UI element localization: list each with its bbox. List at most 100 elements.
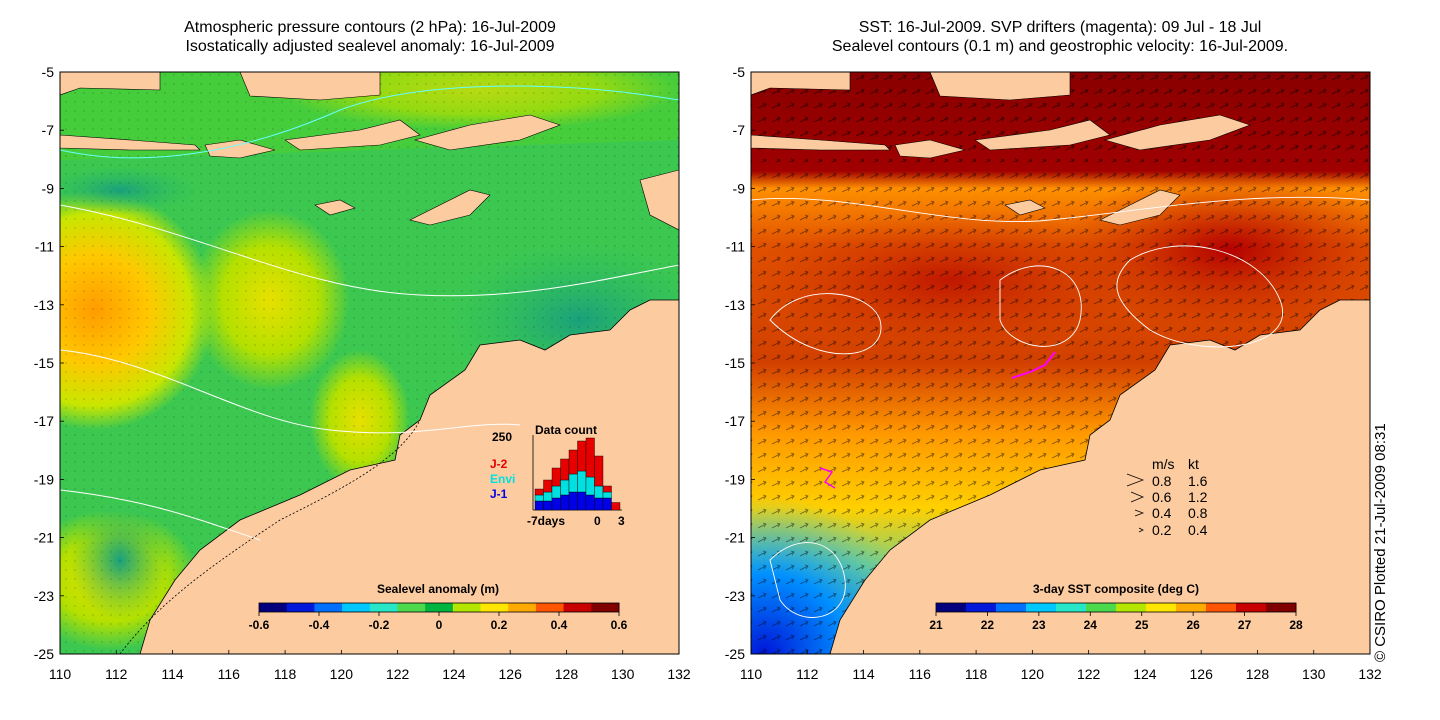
colorbar-swatch bbox=[591, 603, 620, 612]
left-colorbar: Sealevel anomaly (m) -0.6 -0.4 -0.2 0 0.2 0.4… bbox=[249, 582, 628, 632]
histogram-bar-envi bbox=[594, 485, 604, 499]
histogram-bar-j-2 bbox=[560, 458, 570, 481]
histogram-bar-j-2 bbox=[568, 449, 578, 475]
right-colorbar-ticks: 21 22 23 24 25 26 27 28 bbox=[929, 612, 1303, 632]
histogram-bar-envi bbox=[577, 470, 587, 493]
colorbar-swatch bbox=[1086, 603, 1117, 612]
x-axis-tick-label: 126 bbox=[499, 666, 523, 682]
x-axis-tick-label: 114 bbox=[161, 666, 184, 682]
y-axis-tick-label: -23 bbox=[725, 588, 745, 604]
colorbar-swatch bbox=[286, 603, 315, 612]
y-axis-tick-label: -11 bbox=[726, 239, 745, 255]
colorbar-swatch bbox=[369, 603, 398, 612]
right-colorbar-frame bbox=[935, 602, 1297, 613]
colorbar-tick-label: 28 bbox=[1289, 618, 1303, 632]
right-title-line2: Sealevel contours (0.1 m) and geostrophi… bbox=[831, 38, 1289, 55]
histogram-bar-j-1 bbox=[551, 497, 561, 511]
y-axis-tick-label: -11 bbox=[35, 239, 54, 255]
velocity-kt-value: 1.2 bbox=[1188, 489, 1208, 505]
left-map-title: Atmospheric pressure contours (2 hPa): 1… bbox=[60, 18, 680, 56]
x-axis-tick-label: 110 bbox=[49, 666, 72, 682]
histogram-bar-j-1 bbox=[602, 497, 612, 511]
right-island-sulawesi-south bbox=[929, 72, 1071, 101]
y-axis-tick-label: -25 bbox=[34, 646, 54, 662]
left-island-sumba bbox=[314, 199, 356, 216]
right-sealevel-contour-5 bbox=[751, 196, 1370, 223]
x-axis-tick-label: 130 bbox=[611, 666, 635, 682]
left-island-north bbox=[60, 72, 161, 96]
histogram-bar-j-2 bbox=[551, 467, 561, 487]
right-island-java bbox=[751, 134, 891, 151]
colorbar-tick-label: -0.6 bbox=[249, 618, 270, 632]
colorbar-swatch bbox=[342, 603, 371, 612]
y-axis-tick-label: -25 bbox=[725, 646, 745, 662]
legend-envi: Envi bbox=[490, 472, 515, 486]
colorbar-tick-label: 0.2 bbox=[491, 618, 508, 632]
right-island-timor bbox=[1099, 189, 1181, 226]
x-axis-tick-label: 126 bbox=[1190, 666, 1214, 682]
left-shelf-edge bbox=[119, 419, 421, 654]
right-island-bali-lombok bbox=[894, 139, 966, 159]
y-axis-tick-label: -9 bbox=[733, 180, 746, 196]
left-pressure-contour-2 bbox=[60, 349, 521, 434]
inset-xlabel-mid: 0 bbox=[594, 514, 601, 528]
inset-xlabel-right: 3 bbox=[618, 514, 625, 528]
colorbar-swatch bbox=[966, 603, 997, 612]
right-island-sumba bbox=[1004, 199, 1046, 216]
data-count-inset: Data count 250 J-2 Envi J-1 -7days 0 3 bbox=[490, 420, 640, 535]
histogram-bar-j-2 bbox=[611, 502, 621, 511]
inset-title: Data count bbox=[535, 423, 597, 437]
x-axis-tick-label: 124 bbox=[442, 666, 466, 682]
y-axis-tick-label: -19 bbox=[725, 471, 745, 487]
colorbar-swatch bbox=[452, 603, 482, 612]
right-colorbar: 3-day SST composite (deg C) 21 22 23 24 25 26… bbox=[929, 582, 1303, 632]
histogram-bar-j-1 bbox=[585, 494, 595, 511]
colorbar-swatch bbox=[1056, 603, 1087, 612]
left-island-sulawesi-south bbox=[239, 72, 381, 101]
velocity-legend-row: 0.8 1.6 bbox=[1126, 473, 1208, 489]
colorbar-tick-label: 21 bbox=[929, 618, 943, 632]
velocity-ms-value: 0.4 bbox=[1152, 505, 1172, 521]
histogram-bar-j-2 bbox=[534, 488, 544, 496]
histogram-bar-j-1 bbox=[568, 491, 578, 511]
x-axis-tick-label: 114 bbox=[852, 666, 875, 682]
left-colorbar-swatches bbox=[259, 603, 620, 612]
left-island-flores bbox=[284, 119, 421, 151]
velocity-kt-value: 1.6 bbox=[1188, 473, 1208, 489]
velocity-arrow-icon bbox=[1126, 473, 1145, 487]
histogram-bar-j-1 bbox=[577, 491, 587, 511]
x-axis-tick-label: 118 bbox=[274, 666, 297, 682]
colorbar-swatch bbox=[397, 603, 426, 612]
velocity-ms-value: 0.8 bbox=[1152, 473, 1172, 489]
right-sealevel-contour-4 bbox=[769, 542, 846, 618]
histogram-bar-j-1 bbox=[560, 494, 570, 511]
colorbar-swatch bbox=[1026, 603, 1057, 612]
left-pressure-contour-3 bbox=[60, 489, 261, 541]
velocity-arrow-icon bbox=[1134, 509, 1145, 517]
y-axis-tick-label: -21 bbox=[725, 530, 745, 546]
colorbar-tick-label: 25 bbox=[1135, 618, 1149, 632]
left-title-line1: Atmospheric pressure contours (2 hPa): 1… bbox=[184, 19, 556, 36]
right-colorbar-label: 3-day SST composite (deg C) bbox=[1033, 582, 1199, 596]
inset-bars bbox=[534, 437, 621, 511]
colorbar-tick-label: 0.4 bbox=[551, 618, 568, 632]
histogram-bar-envi bbox=[560, 479, 570, 496]
x-axis-tick-label: 128 bbox=[555, 666, 579, 682]
colorbar-swatch bbox=[480, 603, 509, 612]
right-island-flores bbox=[974, 119, 1111, 151]
credit-text: © CSIRO Plotted 21-Jul-2009 08:31 bbox=[1372, 423, 1389, 662]
colorbar-tick-label: 0.6 bbox=[611, 618, 628, 632]
velocity-ms-value: 0.2 bbox=[1152, 522, 1172, 538]
x-axis-tick-label: 116 bbox=[909, 666, 932, 682]
histogram-bar-j-1 bbox=[594, 497, 604, 511]
colorbar-tick-label: -0.4 bbox=[309, 618, 330, 632]
y-axis-tick-label: -5 bbox=[733, 64, 746, 80]
right-sealevel-contour-3 bbox=[999, 265, 1082, 347]
velocity-legend-row: 0.4 0.8 bbox=[1134, 505, 1208, 521]
x-axis-tick-label: 128 bbox=[1246, 666, 1270, 682]
y-axis-tick-label: -17 bbox=[34, 413, 54, 429]
x-axis-tick-label: 112 bbox=[796, 666, 819, 682]
histogram-bar-j-2 bbox=[602, 485, 612, 493]
colorbar-swatch bbox=[1236, 603, 1267, 612]
left-island-bali-lombok bbox=[204, 139, 276, 159]
